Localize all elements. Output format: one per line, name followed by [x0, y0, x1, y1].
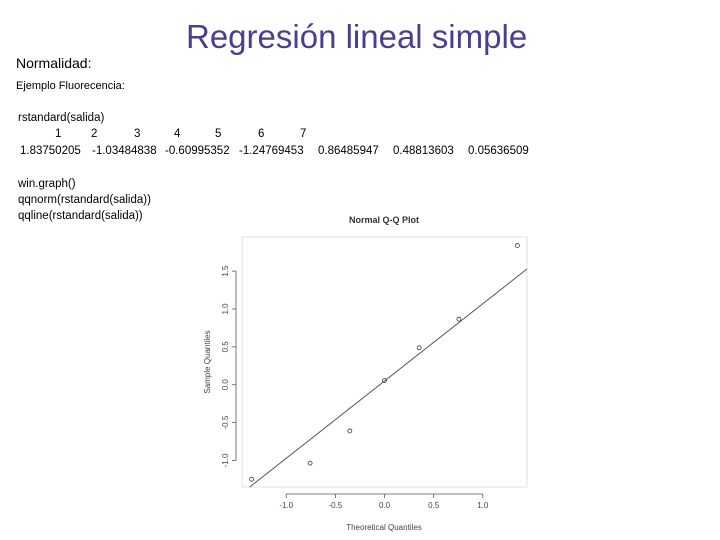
section-label: Normalidad:: [16, 55, 92, 71]
x-tick-label: -1.0: [279, 501, 293, 510]
index-cell: 1: [55, 128, 62, 140]
value-cell: -1.03484838: [92, 145, 157, 157]
code-command: rstandard(salida): [18, 112, 105, 124]
x-axis-label: Theoretical Quantiles: [346, 523, 422, 532]
plot-frame: [241, 236, 528, 488]
y-tick-label: 0.0: [221, 379, 230, 391]
value-cell: -1.24769453: [239, 145, 304, 157]
y-tick-label: 1.5: [221, 265, 230, 277]
code-line-wingraph: win.graph(): [18, 178, 76, 190]
plot-title: Normal Q-Q Plot: [349, 215, 419, 225]
y-tick-label: -1.0: [221, 453, 230, 467]
value-cell: 0.86485947: [318, 145, 379, 157]
y-tick-label: -0.5: [221, 415, 230, 429]
axes: -1.0 -0.5 0.0 0.5 1.0 -1.0 -0.5 0.0 0.5 1.0 1.5: [221, 265, 528, 510]
index-cell: 7: [300, 128, 307, 140]
data-point: [514, 243, 520, 248]
data-point: [347, 428, 353, 434]
data-point: [456, 316, 462, 322]
qq-reference-line: [249, 268, 528, 488]
y-tick-label: 0.5: [221, 341, 230, 353]
data-point: [307, 460, 313, 466]
example-label: Ejemplo Fluorecencia:: [16, 80, 125, 92]
code-line-qqline: qqline(rstandard(salida)): [18, 210, 143, 222]
index-cell: 6: [258, 128, 265, 140]
x-tick-label: 1.0: [477, 501, 489, 510]
y-tick-label: 1.0: [221, 303, 230, 315]
data-points: [249, 243, 520, 482]
data-point: [416, 345, 422, 351]
x-tick-label: 0.0: [379, 501, 391, 510]
index-cell: 2: [91, 128, 98, 140]
value-cell: 0.05636509: [468, 145, 529, 157]
slide-title: Regresión lineal simple: [186, 18, 528, 55]
index-cell: 4: [174, 128, 181, 140]
index-cell: 5: [215, 128, 222, 140]
y-axis-label: Sample Quantiles: [203, 330, 212, 393]
x-tick-label: -0.5: [328, 501, 342, 510]
qq-plot: Normal Q-Q Plot -1.0 -0.5 0.0 0.5 1.0 -1.0 -0.…: [203, 215, 528, 532]
index-cell: 3: [134, 128, 141, 140]
data-point: [249, 476, 255, 482]
data-point: [382, 378, 387, 383]
code-line-qqnorm: qqnorm(rstandard(salida)): [18, 194, 151, 206]
value-cell: 0.48813603: [393, 145, 454, 157]
x-tick-label: 0.5: [428, 501, 440, 510]
value-cell: 1.83750205: [20, 145, 81, 157]
value-cell: -0.60995352: [165, 145, 230, 157]
